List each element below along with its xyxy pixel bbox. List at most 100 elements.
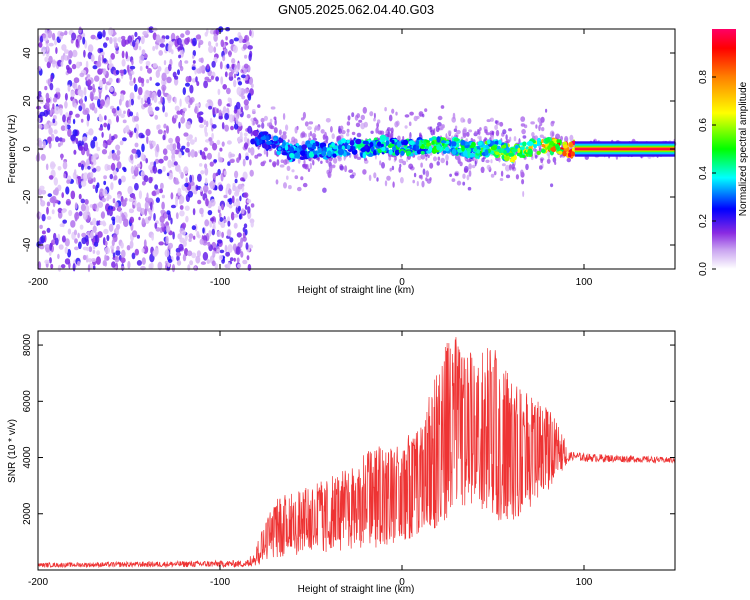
spectrogram-noise-blob bbox=[103, 175, 107, 180]
spectrogram-signal-blob bbox=[388, 149, 393, 155]
spectrogram-noise-blob bbox=[233, 257, 236, 262]
spectrogram-noise-blob bbox=[194, 105, 198, 114]
spectrogram-noise-blob bbox=[156, 143, 160, 153]
spectrogram-signal-blob bbox=[490, 145, 497, 151]
spectrogram-noise-blob bbox=[145, 128, 151, 137]
spectrogram-signal-blob bbox=[271, 143, 276, 149]
spectrogram-signal-halo bbox=[421, 180, 425, 188]
spectrogram-noise-blob bbox=[134, 166, 139, 174]
spectrogram-noise-blob bbox=[83, 172, 89, 181]
spectrogram-signal-halo bbox=[521, 128, 526, 135]
spectrogram-noise-blob bbox=[147, 197, 153, 202]
spectrogram-noise-blob bbox=[78, 162, 82, 168]
spectrogram-signal-blob bbox=[281, 152, 288, 156]
spectrogram-noise-blob bbox=[231, 58, 236, 64]
spectrogram-noise-blob bbox=[71, 63, 77, 70]
spectrogram-noise-blob bbox=[103, 42, 108, 48]
spectrogram-noise-blob bbox=[203, 80, 209, 89]
spectrogram-noise-blob bbox=[176, 37, 182, 46]
spectrogram-noise-blob bbox=[92, 225, 97, 233]
spectrogram-noise-blob bbox=[152, 249, 158, 257]
spectrogram-noise-blob bbox=[192, 208, 196, 216]
spectrogram-noise-blob bbox=[204, 219, 210, 227]
spectrogram-noise-blob bbox=[105, 84, 108, 91]
spectrogram-noise-blob bbox=[200, 57, 204, 64]
spectrogram-noise-blob bbox=[222, 55, 226, 62]
spectrogram-signal-halo bbox=[399, 163, 402, 168]
spectrogram-noise-blob bbox=[129, 131, 133, 138]
spectrogram-noise-blob bbox=[146, 79, 150, 84]
spectrogram-signal-halo bbox=[437, 122, 442, 127]
spectrogram-noise-blob bbox=[115, 144, 121, 151]
spectrogram-signal-halo bbox=[424, 108, 428, 112]
spectrogram-noise-blob bbox=[120, 257, 126, 264]
spectrogram-signal-blob bbox=[420, 150, 425, 155]
spectrogram-signal-halo bbox=[331, 164, 336, 169]
spectrogram-noise-blob bbox=[70, 134, 76, 142]
spectrogram-signal-halo bbox=[420, 153, 426, 160]
spectrogram-noise-blob bbox=[141, 257, 146, 265]
spectrogram-noise-blob bbox=[60, 125, 66, 131]
spectrogram-noise-blob bbox=[131, 148, 137, 154]
spectrogram-noise-blob bbox=[185, 76, 190, 83]
spectrogram-steady-tone-band bbox=[574, 148, 675, 150]
spectrogram-noise-blob bbox=[243, 132, 248, 137]
spectrogram-noise-blob bbox=[248, 53, 252, 62]
spectrogram-signal-halo bbox=[356, 156, 362, 160]
spectrogram-noise-blob bbox=[249, 169, 254, 177]
spectrogram-signal-halo bbox=[314, 125, 318, 131]
spectrogram-signal-halo bbox=[477, 135, 482, 140]
spectrogram-signal-halo bbox=[453, 128, 458, 132]
spectrogram-noise-blob bbox=[220, 39, 225, 48]
spectrogram-signal-halo bbox=[302, 111, 306, 119]
spectrogram-noise-blob bbox=[205, 103, 210, 108]
spectrogram-signal-halo bbox=[454, 125, 458, 130]
spectrogram-signal-blob bbox=[525, 146, 529, 150]
spectrogram-signal-halo bbox=[288, 185, 292, 190]
spectrogram-noise-blob bbox=[93, 107, 98, 114]
spectrogram-noise-blob bbox=[154, 106, 160, 111]
spectrogram-signal-halo bbox=[433, 128, 436, 136]
spectrogram-noise-blob bbox=[179, 43, 184, 50]
spectrogram-signal-blob bbox=[364, 145, 368, 150]
spectrogram-signal-halo bbox=[272, 162, 276, 168]
spectrogram-noise-blob bbox=[61, 192, 64, 199]
spectrogram-signal-halo bbox=[437, 115, 443, 121]
colorbar-tick-label: 0.4 bbox=[698, 166, 709, 180]
spectrogram-noise-blob bbox=[46, 206, 49, 215]
spectrogram-noise-blob bbox=[168, 242, 174, 249]
spectrogram-signal-blob bbox=[558, 150, 563, 155]
spectrogram-noise-blob bbox=[229, 114, 234, 123]
spectrogram-signal-halo bbox=[466, 174, 470, 181]
spectrogram-noise-blob bbox=[215, 76, 220, 82]
spectrogram-noise-blob bbox=[113, 38, 117, 47]
spectrogram-signal-halo bbox=[471, 164, 476, 169]
spectrogram-y-ticks: -40 -20 0 20 40 bbox=[22, 47, 675, 252]
spectrogram-signal-halo bbox=[437, 156, 441, 161]
spectrogram-noise-blob bbox=[82, 109, 88, 115]
spectrogram-noise-blob bbox=[229, 237, 234, 243]
spectrogram-signal-halo bbox=[440, 157, 446, 164]
spectrogram-noise-blob bbox=[243, 223, 248, 229]
spectrogram-signal-halo bbox=[379, 160, 382, 166]
spectrogram-noise-blob bbox=[141, 181, 146, 186]
spectrogram-noise-blob bbox=[218, 115, 223, 120]
spectrogram-signal-blob bbox=[273, 140, 278, 144]
spectrogram-signal-halo bbox=[479, 127, 482, 131]
spectrogram-noise-blob bbox=[195, 76, 198, 83]
spectrogram-noise-blob bbox=[50, 74, 54, 83]
spectrogram-noise-blob bbox=[152, 165, 156, 172]
spectrogram-noise-blob bbox=[107, 123, 111, 131]
spectrogram-noise-blob bbox=[74, 212, 80, 220]
spectrogram-signal-blob bbox=[258, 139, 263, 144]
spectrogram-noise-blob bbox=[78, 193, 82, 200]
spectrogram-noise-blob bbox=[155, 227, 161, 232]
spectrogram-signal-blob bbox=[550, 147, 556, 152]
spectrogram-signal-blob bbox=[469, 144, 476, 149]
spectrogram-signal-halo bbox=[320, 129, 325, 134]
spectrogram-signal-blob bbox=[508, 152, 515, 157]
spectrogram-noise-blob bbox=[134, 182, 139, 191]
snr-y-tick-label: 2000 bbox=[22, 502, 33, 525]
spectrogram-signal-halo bbox=[360, 114, 365, 121]
spectrogram-signal-halo bbox=[435, 125, 440, 133]
